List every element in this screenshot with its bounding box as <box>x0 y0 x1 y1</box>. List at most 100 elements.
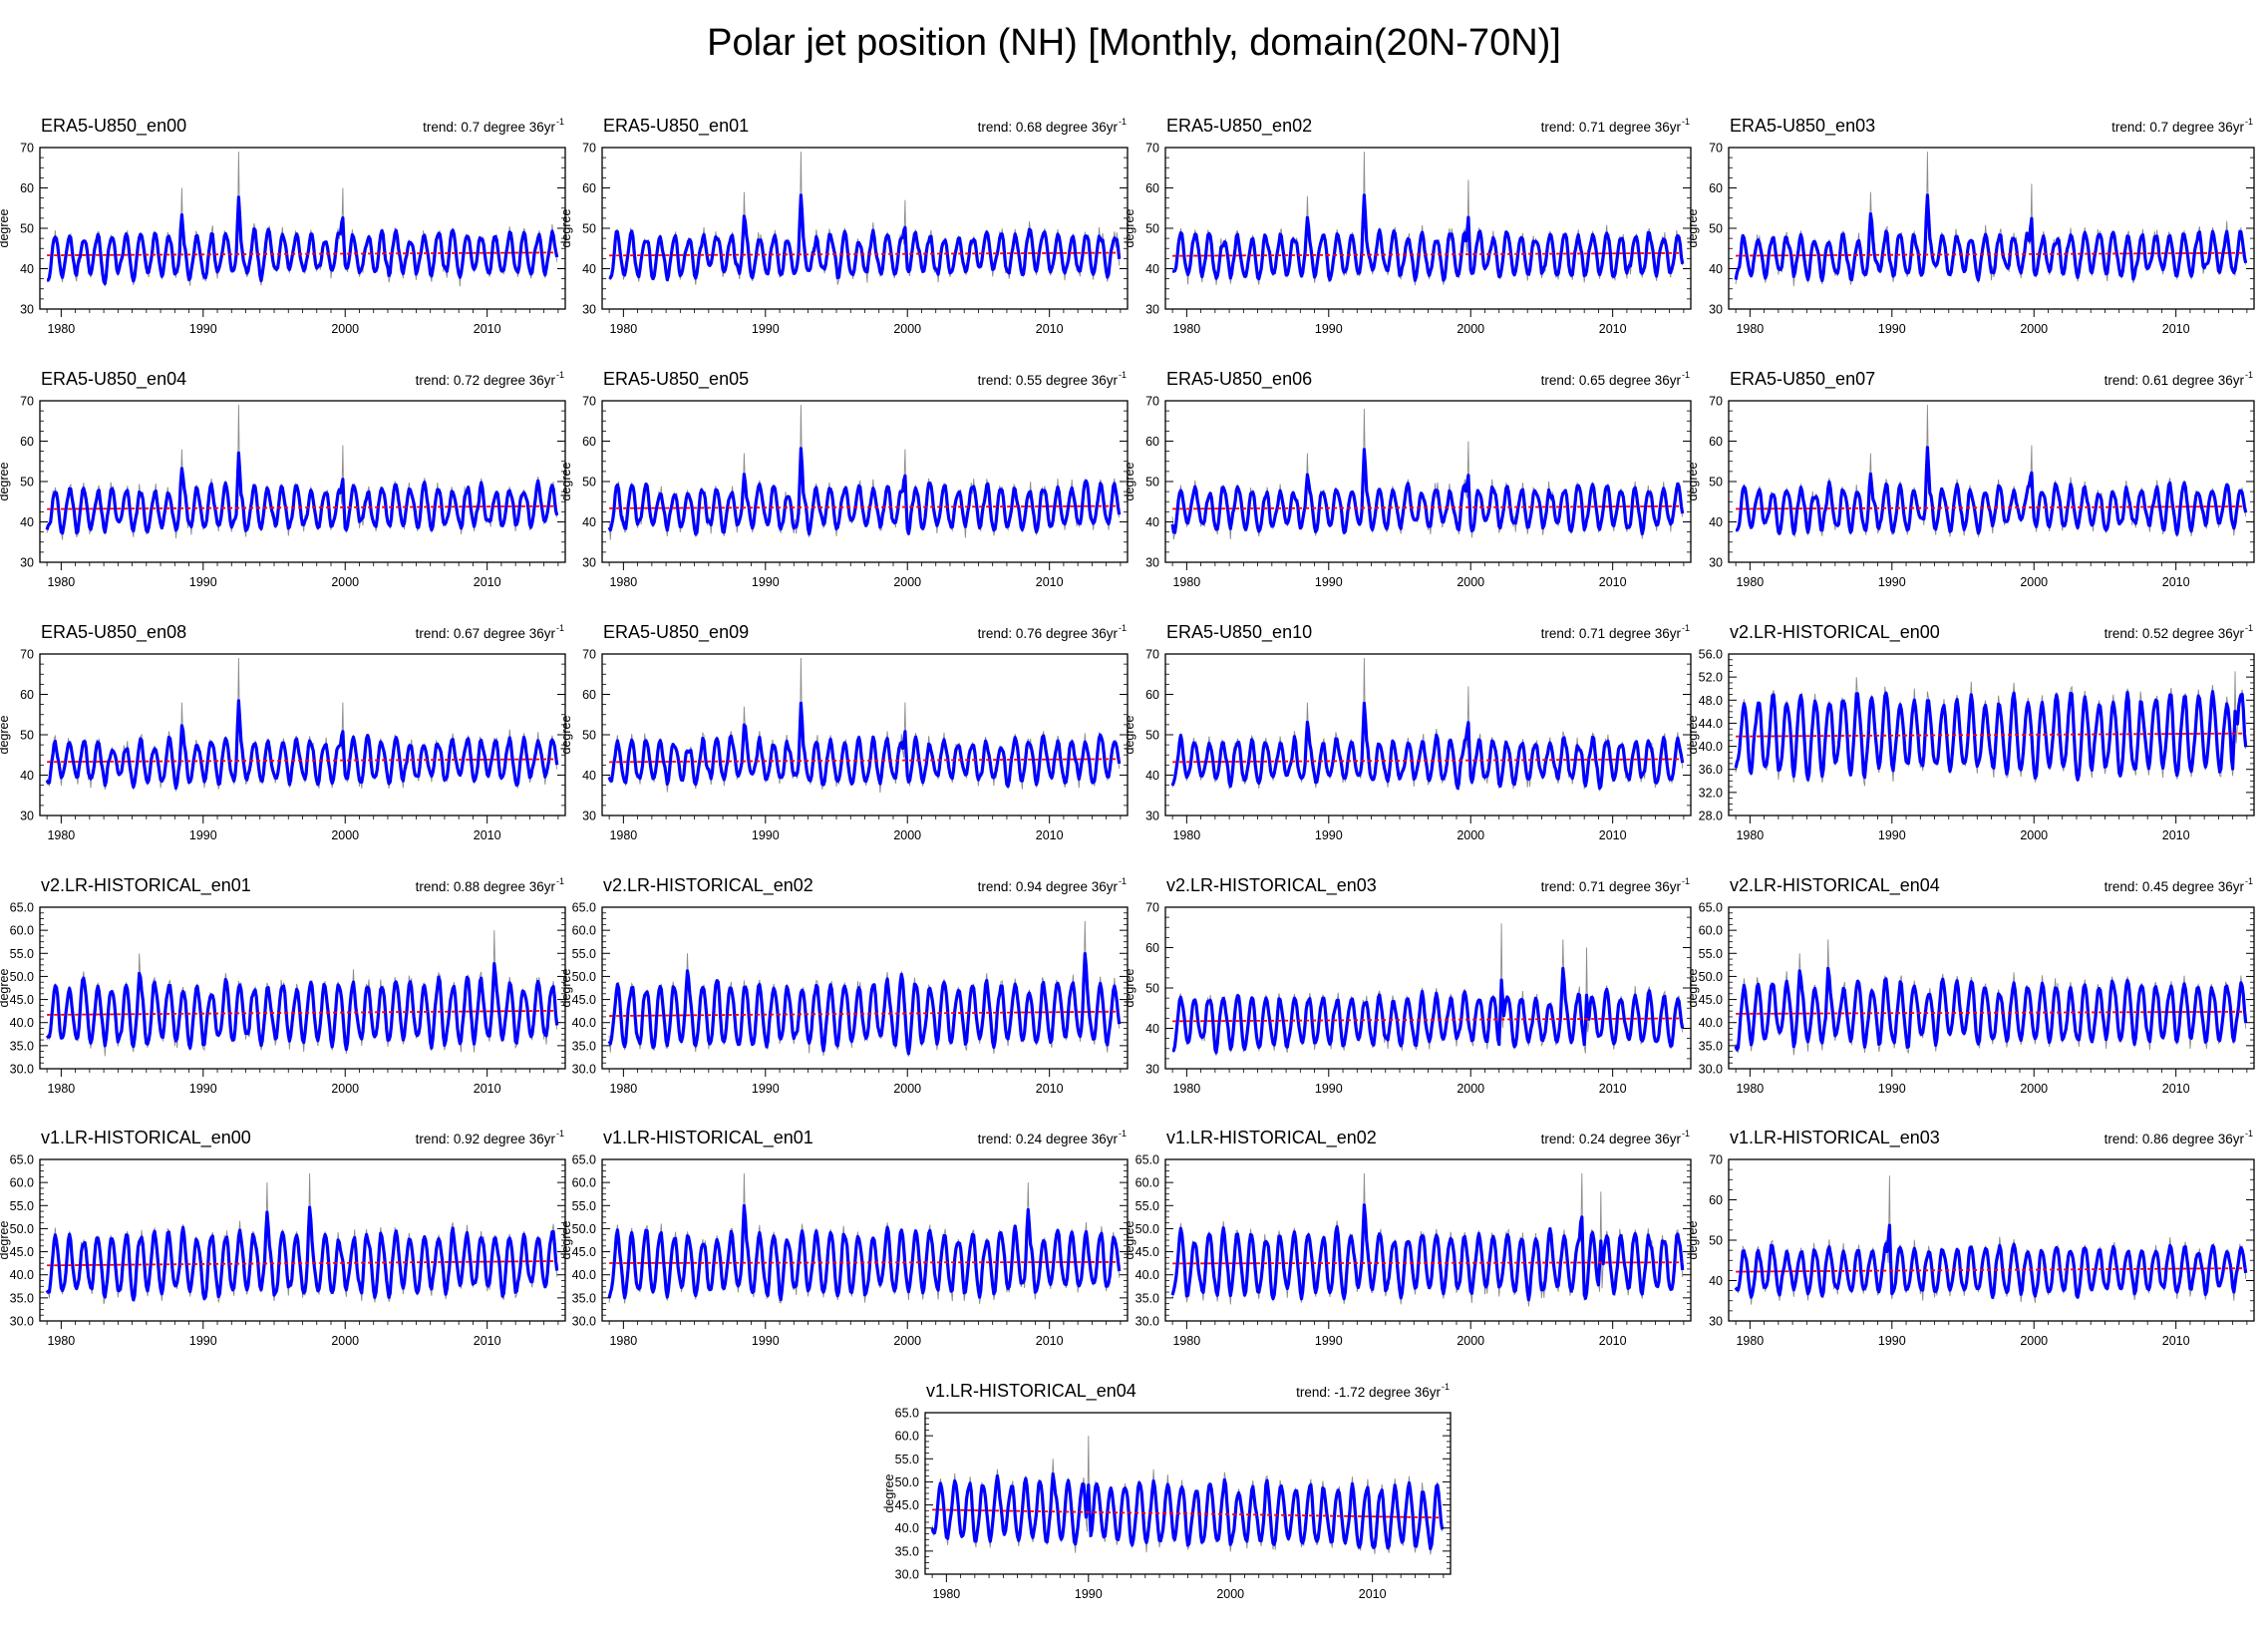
trend-annotation: trend: 0.76 degree 36yr <box>978 626 1119 641</box>
y-tick-label: 45.0 <box>572 993 596 1007</box>
x-tick-label: 2010 <box>1036 1334 1064 1348</box>
x-tick-label: 1990 <box>189 1082 217 1096</box>
x-tick-label: 2010 <box>474 1082 501 1096</box>
x-tick-label: 2000 <box>893 575 921 589</box>
y-tick-label: 60 <box>1145 941 1159 955</box>
trend-line <box>47 504 557 510</box>
trend-exponent: -1 <box>1682 117 1690 127</box>
y-tick-label: 35.0 <box>572 1039 596 1053</box>
y-tick-label: 30 <box>20 810 34 823</box>
y-tick-label: 50 <box>1145 729 1159 743</box>
y-axis-label: degree <box>0 715 11 754</box>
smoothed-series-line <box>608 193 1122 282</box>
panel-title: v1.LR-HISTORICAL_en04 <box>926 1381 1136 1402</box>
chart-panel: 30.0 35.0 40.0 45.0 50.0 55.0 60.0 65.0 1980 1990… <box>1686 875 2255 1096</box>
x-tick-label: 2010 <box>1036 1082 1064 1096</box>
trend-annotation: trend: 0.24 degree 36yr <box>1541 1132 1682 1146</box>
x-tick-label: 1980 <box>609 575 637 589</box>
trend-annotation: trend: 0.67 degree 36yr <box>416 626 556 641</box>
y-axis-label: degree <box>559 715 573 754</box>
chart-panel: 30.0 35.0 40.0 45.0 50.0 55.0 60.0 65.0 1980 1990… <box>882 1381 1452 1601</box>
y-tick-label: 40.0 <box>572 1268 596 1282</box>
y-tick-label: 60.0 <box>10 924 34 938</box>
y-tick-label: 40 <box>582 515 596 529</box>
x-tick-label: 2000 <box>331 828 359 842</box>
trend-annotation: trend: 0.61 degree 36yr <box>2105 373 2245 388</box>
x-tick-label: 1990 <box>752 1082 780 1096</box>
y-axis-label: degree <box>882 1473 896 1512</box>
y-tick-label: 65.0 <box>572 901 596 915</box>
y-tick-label: 40 <box>1145 515 1159 529</box>
chart-panel: 30 40 50 60 70 1980 1990 2000 2010 degree v2.LR-HI… <box>1123 875 1692 1096</box>
y-tick-label: 35.0 <box>1699 1039 1723 1053</box>
plot-frame <box>1164 653 1692 816</box>
y-tick-label: 50 <box>582 476 596 489</box>
x-tick-label: 1980 <box>1172 828 1200 842</box>
x-tick-label: 2000 <box>893 322 921 336</box>
x-tick-label: 2000 <box>893 828 921 842</box>
chart-panel: 30 40 50 60 70 1980 1990 2000 2010 degree ERA5-U85… <box>559 116 1129 336</box>
y-tick-label: 40.0 <box>1699 740 1723 754</box>
smoothed-series-line <box>45 699 559 790</box>
smoothed-series-line <box>46 195 559 285</box>
y-tick-label: 40.0 <box>1135 1268 1159 1282</box>
y-tick-label: 60 <box>1145 181 1159 195</box>
y-tick-label: 65.0 <box>895 1407 919 1421</box>
y-tick-label: 55.0 <box>572 1199 596 1213</box>
chart-panel: 30 40 50 60 70 1980 1990 2000 2010 degree ERA5-U85… <box>1123 369 1692 589</box>
y-tick-label: 65.0 <box>572 1153 596 1167</box>
y-tick-label: 50.0 <box>10 1222 34 1236</box>
trend-exponent: -1 <box>2245 370 2253 380</box>
y-tick-label: 35.0 <box>10 1039 34 1053</box>
y-tick-label: 55.0 <box>1699 947 1723 961</box>
panel-title: ERA5-U850_en05 <box>603 369 749 390</box>
trend-exponent: -1 <box>556 1129 564 1139</box>
y-tick-label: 50 <box>1145 476 1159 489</box>
trend-annotation: trend: 0.71 degree 36yr <box>1541 626 1682 641</box>
panel-title: ERA5-U850_en08 <box>41 622 186 643</box>
x-tick-label: 1990 <box>1315 322 1343 336</box>
y-tick-label: 60 <box>20 435 34 449</box>
y-tick-label: 30 <box>1145 303 1159 317</box>
smoothed-series-line <box>1171 966 1685 1055</box>
x-tick-label: 2000 <box>1457 1082 1484 1096</box>
chart-panel: 30 40 50 60 70 1980 1990 2000 2010 degree ERA5-U85… <box>0 116 566 336</box>
y-tick-label: 30.0 <box>10 1063 34 1077</box>
trend-exponent: -1 <box>2245 876 2253 886</box>
x-tick-label: 2000 <box>1457 575 1484 589</box>
panel-title: ERA5-U850_en04 <box>41 369 186 390</box>
panel-title: ERA5-U850_en10 <box>1166 622 1312 643</box>
y-tick-label: 50 <box>1709 476 1723 489</box>
y-tick-label: 60 <box>20 181 34 195</box>
y-tick-label: 30 <box>582 810 596 823</box>
y-tick-label: 50.0 <box>895 1475 919 1489</box>
x-tick-label: 1990 <box>752 828 780 842</box>
panel-title: v2.LR-HISTORICAL_en01 <box>41 875 251 896</box>
trend-exponent: -1 <box>1119 1129 1127 1139</box>
x-tick-label: 1980 <box>47 322 75 336</box>
y-axis-label: degree <box>1686 715 1700 754</box>
trend-line <box>1736 251 2246 257</box>
trend-annotation: trend: 0.68 degree 36yr <box>978 120 1119 135</box>
x-tick-label: 1980 <box>1736 322 1764 336</box>
plot-frame <box>601 906 1129 1070</box>
y-tick-label: 55.0 <box>10 947 34 961</box>
plot-frame <box>1164 400 1692 563</box>
y-axis-label: degree <box>0 968 11 1007</box>
trend-exponent: -1 <box>1119 876 1127 886</box>
y-tick-label: 60.0 <box>10 1176 34 1190</box>
chart-panel: 30 40 50 60 70 1980 1990 2000 2010 degree ERA5-U85… <box>1686 369 2255 589</box>
y-tick-label: 30 <box>1145 556 1159 570</box>
x-tick-label: 1990 <box>189 322 217 336</box>
x-tick-label: 2000 <box>1457 828 1484 842</box>
y-tick-label: 40 <box>1145 769 1159 783</box>
smoothed-series-line <box>1170 1203 1685 1302</box>
smoothed-series-line <box>45 962 559 1052</box>
y-axis-label: degree <box>1686 968 1700 1007</box>
x-tick-label: 1990 <box>752 322 780 336</box>
chart-panel: 30 40 50 60 70 1980 1990 2000 2010 degree ERA5-U85… <box>559 622 1129 842</box>
y-tick-label: 50.0 <box>1699 970 1723 984</box>
y-tick-label: 50 <box>582 729 596 743</box>
trend-exponent: -1 <box>2245 1129 2253 1139</box>
